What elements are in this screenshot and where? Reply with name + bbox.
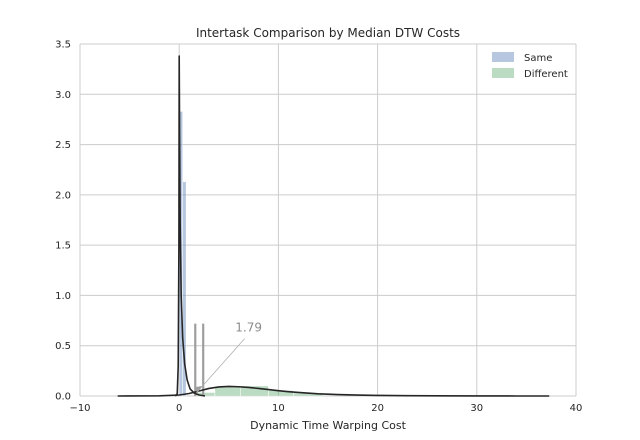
y-tick-label: 3.5 (55, 40, 71, 51)
annotation-leader-line (198, 338, 245, 391)
axes: 0.0 0.5 1.0 1.5 2.0 2.5 3.0 3.5 −10 0 10 20 30 40 (55, 40, 582, 415)
x-axis-label: Dynamic Time Warping Cost (250, 419, 406, 432)
x-tick-label: 40 (570, 403, 583, 414)
y-tick-label: 0.0 (55, 392, 71, 403)
x-tick-label: 20 (371, 403, 384, 414)
annotation-arrowhead (195, 386, 202, 394)
y-tick-label: 3.0 (55, 90, 71, 101)
y-tick-label: 2.0 (55, 190, 71, 201)
x-tick-label: 10 (272, 403, 285, 414)
y-tick-label: 0.5 (55, 341, 71, 352)
legend-swatch-different (492, 68, 514, 78)
grid-lines (79, 43, 577, 397)
annotations: 1.79 (195, 321, 262, 394)
legend-label-different: Different (524, 69, 568, 80)
y-tick-label: 2.5 (55, 140, 71, 151)
x-tick-label: −10 (69, 403, 90, 414)
x-tick-label: 0 (176, 403, 182, 414)
legend-label-same: Same (524, 53, 552, 64)
kde-curve-same (174, 55, 206, 397)
bar-different (214, 386, 241, 397)
legend-swatch-same (492, 52, 514, 62)
annotation-text: 1.79 (235, 321, 262, 335)
y-tick-label: 1.0 (55, 291, 71, 302)
legend: Same Different (492, 52, 568, 80)
y-tick-label: 1.5 (55, 241, 71, 252)
bar-same (182, 181, 187, 397)
chart-title: Intertask Comparison by Median DTW Costs (196, 26, 460, 40)
marker-lines (194, 323, 205, 396)
plot-area (80, 44, 576, 396)
x-tick-label: 30 (470, 403, 483, 414)
